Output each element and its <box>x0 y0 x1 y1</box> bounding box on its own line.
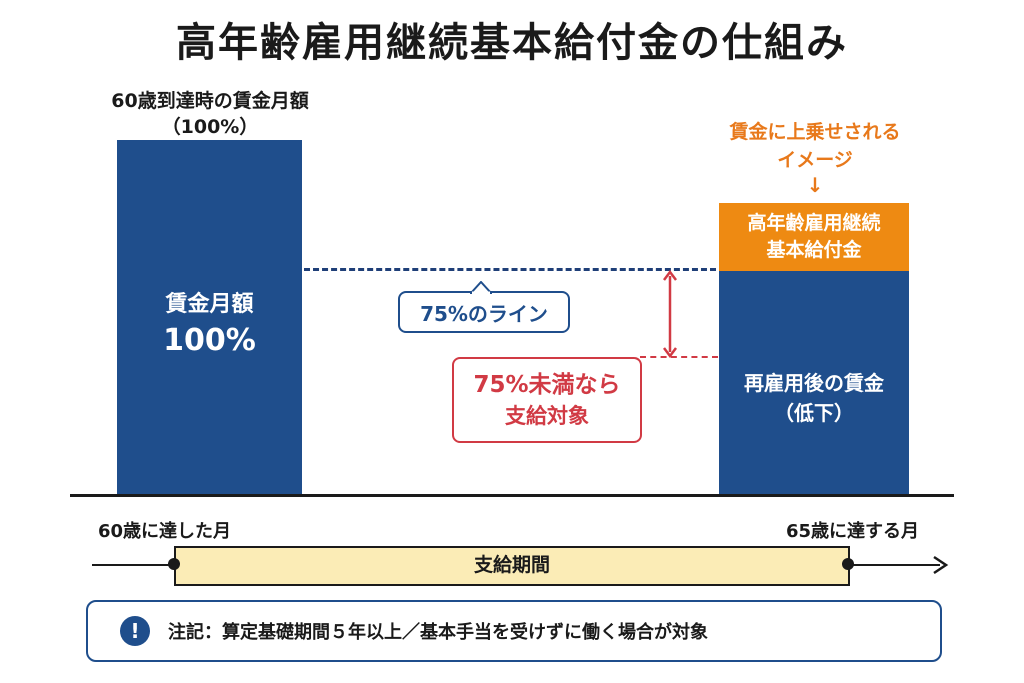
exclamation-icon: ! <box>120 616 150 646</box>
benefit-caption-line1: 賃金に上乗せされる <box>729 121 901 143</box>
benefit-caption: 賃金に上乗せされる イメージ ↓ <box>690 118 940 196</box>
benefit-line1: 高年齢雇用継続 <box>747 212 881 234</box>
left-bar-top-label-line2: （100%） <box>161 116 259 138</box>
payment-period-label: 支給期間 <box>473 554 550 576</box>
timeline-end-dot <box>842 558 854 570</box>
condition-callout: 75%未満なら 支給対象 <box>452 357 642 443</box>
right-bar-sublabel: （低下） <box>774 401 854 425</box>
timeline-start-dot <box>168 558 180 570</box>
page-title: 高年齢雇用継続基本給付金の仕組み <box>176 20 848 66</box>
line-75-callout-pointer <box>470 281 492 294</box>
left-bar-top-label-line1: 60歳到達時の賃金月額 <box>111 90 309 112</box>
benefit-line2: 基本給付金 <box>766 239 862 261</box>
note-text: 注記：算定基礎期間５年以上／基本手当を受けずに働く場合が対象 <box>168 622 708 643</box>
timeline-arrow-head-icon <box>933 555 949 575</box>
line-75-label: 75%のライン <box>420 301 548 326</box>
timeline-start-label: 60歳に達した月 <box>98 521 232 542</box>
down-arrow-icon: ↓ <box>806 173 824 197</box>
baseline-axis <box>70 494 954 497</box>
wage-level-dashed <box>640 356 718 358</box>
line-75-callout: 75%のライン <box>398 291 570 333</box>
condition-line2: 支給対象 <box>505 404 589 428</box>
timeline-end-label: 65歳に達する月 <box>786 521 920 542</box>
benefit-box: 高年齢雇用継続 基本給付金 <box>719 203 909 271</box>
left-bar-top-label: 60歳到達時の賃金月額 （100%） <box>60 88 360 140</box>
left-bar-percent: 100% <box>163 323 256 358</box>
left-bar-label: 賃金月額 <box>165 292 254 317</box>
payment-period-box: 支給期間 <box>174 546 850 586</box>
right-wage-bar: 再雇用後の賃金 （低下） <box>719 271 909 496</box>
right-bar-label: 再雇用後の賃金 <box>744 371 884 395</box>
benefit-caption-line2: イメージ <box>777 149 853 171</box>
note-box: ! 注記：算定基礎期間５年以上／基本手当を受けずに働く場合が対象 <box>86 600 942 662</box>
gap-double-arrow-icon <box>663 270 677 358</box>
condition-line1: 75%未満なら <box>473 372 621 398</box>
left-wage-bar: 賃金月額 100% <box>117 140 302 496</box>
line-75-dashed <box>304 268 716 271</box>
